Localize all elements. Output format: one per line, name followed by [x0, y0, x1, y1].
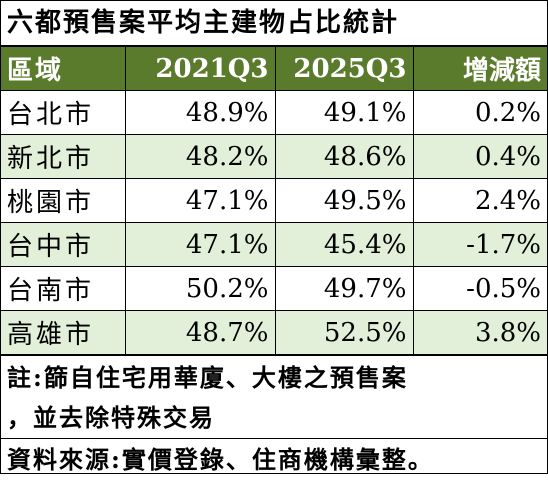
cell-change: 3.8%	[412, 310, 547, 355]
footnote-line-1: 註:篩自住宅用華廈、大樓之預售案	[7, 363, 408, 392]
table-row: 高雄市 48.7% 52.5% 3.8%	[1, 310, 547, 355]
cell-change: 0.4%	[412, 134, 547, 179]
table-title: 六都預售案平均主建物占比統計	[1, 1, 547, 46]
cell-2025q3: 49.1%	[274, 90, 414, 135]
table-row: 台北市 48.9% 49.1% 0.2%	[1, 90, 547, 135]
cell-region: 高雄市	[1, 310, 126, 355]
cell-2021q3: 50.2%	[124, 266, 276, 311]
cell-2025q3: 45.4%	[274, 222, 414, 267]
footnote: 註:篩自住宅用華廈、大樓之預售案 ，並去除特殊交易	[1, 355, 547, 438]
cell-2021q3: 47.1%	[124, 178, 276, 223]
cell-2021q3: 48.7%	[124, 310, 276, 355]
table-row: 台南市 50.2% 49.7% -0.5%	[1, 266, 547, 311]
cell-region: 台中市	[1, 222, 126, 267]
cell-change: -0.5%	[412, 266, 547, 311]
table-row: 桃園市 47.1% 49.5% 2.4%	[1, 178, 547, 223]
footnote-line-2: ，並去除特殊交易	[7, 403, 215, 432]
cell-region: 台北市	[1, 90, 126, 135]
stats-table: 區域 2021Q3 2025Q3 增減額 台北市 48.9% 49.1% 0.2…	[1, 46, 547, 355]
header-change: 增減額	[412, 46, 547, 91]
cell-2025q3: 48.6%	[274, 134, 414, 179]
cell-region: 新北市	[1, 134, 126, 179]
cell-2025q3: 49.5%	[274, 178, 414, 223]
data-source: 資料來源:實價登錄、住商機構彙整。	[1, 438, 547, 480]
header-region: 區域	[1, 46, 126, 91]
cell-2025q3: 49.7%	[274, 266, 414, 311]
cell-change: 2.4%	[412, 178, 547, 223]
cell-2025q3: 52.5%	[274, 310, 414, 355]
cell-region: 桃園市	[1, 178, 126, 223]
cell-2021q3: 48.9%	[124, 90, 276, 135]
table-row: 台中市 47.1% 45.4% -1.7%	[1, 222, 547, 267]
table-row: 新北市 48.2% 48.6% 0.4%	[1, 134, 547, 179]
cell-change: -1.7%	[412, 222, 547, 267]
cell-change: 0.2%	[412, 90, 547, 135]
cell-2021q3: 48.2%	[124, 134, 276, 179]
cell-region: 台南市	[1, 266, 126, 311]
header-2025q3: 2025Q3	[274, 46, 414, 91]
cell-2021q3: 47.1%	[124, 222, 276, 267]
table-header-row: 區域 2021Q3 2025Q3 增減額	[1, 46, 547, 91]
header-2021q3: 2021Q3	[124, 46, 276, 91]
